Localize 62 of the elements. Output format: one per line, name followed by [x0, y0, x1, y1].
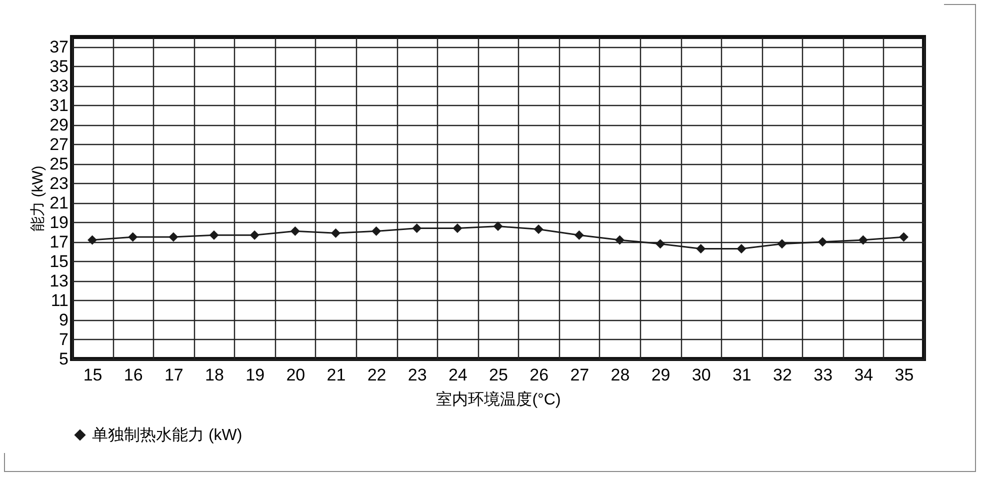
point — [168, 232, 178, 242]
y-tick-label: 19 — [50, 212, 68, 232]
point — [777, 239, 787, 249]
point — [696, 244, 706, 254]
x-tick-label: 34 — [854, 366, 874, 384]
point — [250, 230, 260, 240]
y-tick-label: 5 — [59, 350, 68, 368]
x-tick-label: 18 — [205, 366, 224, 384]
point — [898, 232, 908, 242]
point — [574, 230, 584, 240]
y-tick-label: 33 — [50, 76, 68, 96]
x-tick-label: 23 — [408, 366, 427, 384]
point — [656, 239, 666, 249]
point — [534, 224, 544, 234]
point — [290, 226, 300, 236]
x-tick-label: 15 — [83, 366, 102, 384]
x-tick-label: 16 — [124, 366, 143, 384]
x-tick-label: 19 — [246, 366, 265, 384]
point — [452, 224, 462, 233]
y-tick-label: 17 — [50, 232, 68, 252]
x-tick-label: 24 — [448, 366, 468, 384]
x-tick-label: 28 — [610, 366, 630, 384]
y-tick-label: 27 — [50, 134, 68, 154]
point — [614, 235, 624, 245]
x-tick-label: 22 — [367, 366, 386, 384]
point — [858, 235, 868, 245]
x-tick-label: 33 — [814, 366, 833, 384]
y-axis-title: 能力 (kW) — [30, 166, 47, 232]
point — [818, 237, 828, 247]
point — [209, 230, 219, 240]
x-tick-label: 21 — [326, 366, 346, 384]
x-tick-label: 26 — [530, 366, 549, 384]
y-tick-label: 15 — [50, 252, 68, 271]
y-tick-label: 29 — [50, 115, 68, 134]
x-tick-label: 20 — [286, 366, 306, 384]
point — [493, 222, 503, 232]
x-tick-label: 31 — [732, 366, 752, 384]
y-tick-label: 25 — [50, 154, 68, 174]
y-tick-label: 31 — [50, 96, 68, 115]
y-tick-label: 35 — [50, 56, 68, 76]
y-tick-label: 9 — [59, 310, 68, 330]
x-tick-label: 27 — [570, 366, 590, 384]
point — [330, 228, 340, 238]
y-tick-label: 21 — [50, 193, 68, 212]
legend-label: 单独制热水能力 (kW) — [92, 426, 242, 444]
y-tick-label: 11 — [50, 290, 68, 310]
x-axis-title: 室内环境温度(°C) — [436, 390, 561, 408]
x-tick-label: 35 — [894, 366, 914, 384]
y-tick-label: 37 — [50, 37, 68, 56]
point — [372, 226, 382, 236]
y-tick-label: 13 — [50, 271, 68, 290]
point — [128, 232, 138, 242]
y-tick-label: 7 — [59, 330, 68, 349]
x-tick-label: 17 — [164, 366, 184, 384]
y-tick-label: 23 — [50, 174, 68, 193]
x-tick-label: 30 — [692, 366, 711, 384]
point — [88, 235, 98, 245]
x-tick-label: 32 — [773, 366, 792, 384]
x-tick-label: 25 — [489, 366, 508, 384]
point — [412, 224, 422, 233]
x-tick-label: 29 — [651, 366, 670, 384]
point — [736, 244, 746, 254]
